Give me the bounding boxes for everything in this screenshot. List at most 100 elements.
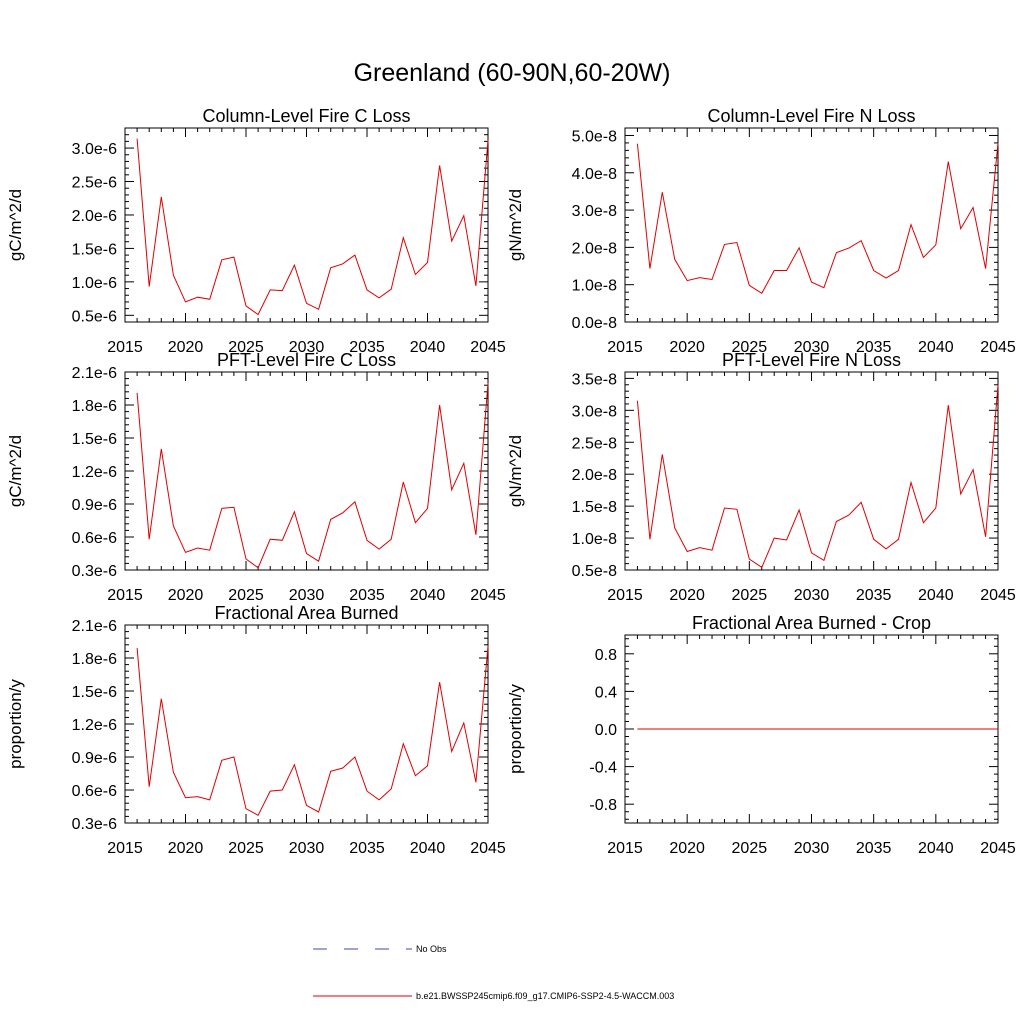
y-tick-label: 0.4 (595, 684, 617, 701)
x-tick-label: 2040 (410, 587, 446, 604)
y-tick-label: 5.0e-8 (572, 128, 617, 145)
y-tick-label: 1.5e-6 (72, 431, 117, 448)
y-tick-label: 0.8 (595, 647, 617, 664)
panel-title: PFT-Level Fire C Loss (217, 350, 396, 370)
series-line (136, 645, 489, 816)
y-tick-label: 1.2e-6 (72, 717, 117, 734)
y-axis-label: gC/m^2/d (6, 435, 25, 507)
y-tick-label: 1.0e-8 (572, 278, 617, 295)
y-tick-label: 2.0e-8 (572, 467, 617, 484)
y-tick-label: 0.5e-8 (572, 563, 617, 580)
y-tick-label: 0.3e-6 (72, 816, 117, 833)
x-tick-label: 2040 (410, 840, 446, 857)
x-tick-label: 2045 (470, 587, 506, 604)
x-tick-label: 2015 (607, 587, 643, 604)
series-line (136, 382, 489, 569)
y-tick-label: 3.0e-8 (572, 403, 617, 420)
panel-title: Column-Level Fire N Loss (707, 106, 915, 126)
x-tick-label: 2025 (732, 339, 768, 356)
y-tick-label: 1.5e-6 (72, 684, 117, 701)
x-tick-label: 2035 (856, 840, 892, 857)
y-tick-label: 1.8e-6 (72, 398, 117, 415)
x-tick-label: 2035 (856, 587, 892, 604)
y-tick-label: 0.0e-8 (572, 315, 617, 332)
y-axis-label: gN/m^2/d (506, 435, 525, 507)
y-tick-label: 0.3e-6 (72, 563, 117, 580)
x-tick-label: 2035 (349, 587, 385, 604)
y-tick-label: 3.5e-8 (572, 371, 617, 388)
y-tick-label: 2.0e-6 (72, 208, 117, 225)
panel-title: PFT-Level Fire N Loss (722, 350, 901, 370)
y-tick-label: 0.5e-6 (72, 308, 117, 325)
legend-model-label: b.e21.BWSSP245cmip6.f09_g17.CMIP6-SSP2-4… (416, 991, 674, 1001)
series-line (136, 138, 489, 316)
x-tick-label: 2035 (349, 339, 385, 356)
y-tick-label: 1.8e-6 (72, 651, 117, 668)
x-tick-label: 2020 (669, 840, 705, 857)
panel-title: Fractional Area Burned (214, 603, 398, 623)
panel-pft-level-fire-c-loss: PFT-Level Fire C Loss gC/m^2/d 2015 2020 202… (6, 350, 506, 604)
x-tick-label: 2020 (168, 587, 204, 604)
y-tick-label: 1.0e-8 (572, 531, 617, 548)
x-tick-label: 2045 (470, 840, 506, 857)
y-tick-label: 1.5e-6 (72, 241, 117, 258)
x-tick-label: 2030 (794, 587, 830, 604)
panel-column-level-fire-c-loss: Column-Level Fire C Loss gC/m^2/d 2015 2020… (6, 106, 506, 356)
x-tick-label: 2025 (732, 840, 768, 857)
panel-column-level-fire-n-loss: Column-Level Fire N Loss gN/m^2/d 2015 2020… (506, 106, 1016, 356)
x-tick-label: 2040 (918, 587, 954, 604)
y-tick-label: 1.5e-8 (572, 499, 617, 516)
x-tick-label: 2015 (607, 840, 643, 857)
x-tick-label: 2025 (228, 339, 264, 356)
x-tick-label: 2030 (794, 840, 830, 857)
y-tick-label: 1.2e-6 (72, 464, 117, 481)
y-axis-label: gN/m^2/d (506, 189, 525, 261)
x-tick-label: 2045 (470, 339, 506, 356)
y-tick-label: 0.0 (595, 722, 617, 739)
y-axis-label: proportion/y (6, 679, 25, 769)
y-axis-label: gC/m^2/d (6, 189, 25, 261)
x-tick-label: 2030 (289, 587, 325, 604)
page-title: Greenland (60-90N,60-20W) (354, 59, 671, 87)
y-tick-label: 3.0e-8 (572, 203, 617, 220)
x-tick-label: 2030 (289, 339, 325, 356)
y-tick-label: 2.0e-8 (572, 240, 617, 257)
y-axis-label: proportion/y (506, 684, 525, 774)
legend-obs-label: No Obs (416, 944, 447, 954)
y-tick-label: 2.5e-6 (72, 175, 117, 192)
x-tick-label: 2030 (289, 840, 325, 857)
panel-title: Fractional Area Burned - Crop (692, 613, 931, 633)
x-tick-label: 2045 (980, 840, 1016, 857)
x-tick-label: 2040 (918, 840, 954, 857)
x-tick-label: 2015 (107, 840, 143, 857)
x-tick-label: 2015 (107, 587, 143, 604)
y-tick-label: 1.0e-6 (72, 275, 117, 292)
y-tick-label: 0.9e-6 (72, 497, 117, 514)
x-tick-label: 2040 (918, 339, 954, 356)
panel-pft-level-fire-n-loss: PFT-Level Fire N Loss gN/m^2/d 2015 2020 202… (506, 350, 1016, 604)
y-tick-label: -0.4 (589, 760, 617, 777)
panel-grid: Column-Level Fire C Loss gC/m^2/d 2015 2020… (6, 106, 1016, 857)
panel-fractional-area-burned: Fractional Area Burned proportion/y 2015 20… (6, 603, 506, 857)
series-line (636, 142, 999, 295)
y-tick-label: 3.0e-6 (72, 141, 117, 158)
x-tick-label: 2020 (168, 840, 204, 857)
y-tick-label: 0.6e-6 (72, 783, 117, 800)
x-tick-label: 2035 (349, 840, 385, 857)
x-tick-label: 2025 (228, 587, 264, 604)
x-tick-label: 2025 (228, 840, 264, 857)
x-tick-label: 2035 (856, 339, 892, 356)
y-tick-label: 4.0e-8 (572, 166, 617, 183)
x-tick-label: 2045 (980, 339, 1016, 356)
panel-title: Column-Level Fire C Loss (202, 106, 410, 126)
plot-frame (624, 127, 999, 323)
y-tick-label: 0.6e-6 (72, 530, 117, 547)
x-tick-label: 2030 (794, 339, 830, 356)
x-tick-label: 2020 (669, 339, 705, 356)
panel-fractional-area-burned-crop: Fractional Area Burned - Crop proportion/… (506, 613, 1016, 857)
y-tick-label: 2.5e-8 (572, 435, 617, 452)
x-tick-label: 2020 (669, 587, 705, 604)
x-tick-label: 2015 (107, 339, 143, 356)
plot-frame (124, 127, 489, 323)
